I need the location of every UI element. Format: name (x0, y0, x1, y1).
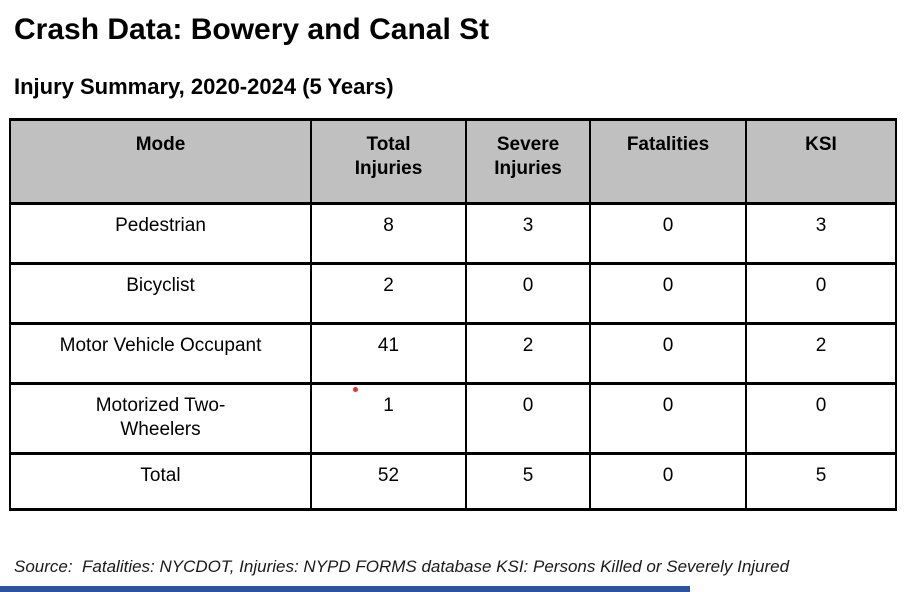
mode-label: Bicyclist (9, 262, 312, 325)
table-cell: 2 (310, 262, 467, 325)
mode-label: Total (9, 452, 312, 511)
page-title: Crash Data: Bowery and Canal St (14, 13, 490, 46)
table-cell: 0 (465, 382, 591, 455)
column-header-total-injuries: Total Injuries (310, 118, 467, 205)
column-header-mode: Mode (9, 118, 312, 205)
mode-label: Motorized Two- Wheelers (9, 382, 312, 455)
bottom-cropped-blue-bar (0, 586, 690, 592)
table-row-pedestrian: Pedestrian 8 3 0 3 (9, 202, 897, 265)
table-cell: 0 (589, 322, 747, 385)
table-cell: 2 (745, 322, 897, 385)
table-row-motorized-two-wheelers: Motorized Two- Wheelers 1 0 0 0 (9, 382, 897, 455)
table-subtitle: Injury Summary, 2020-2024 (5 Years) (14, 74, 394, 99)
table-cell: 0 (589, 202, 747, 265)
source-note: Source: Fatalities: NYCDOT, Injuries: NY… (14, 557, 790, 576)
table-cell: 52 (310, 452, 467, 511)
injury-summary-table: Mode Total Injuries Severe Injuries Fata… (9, 118, 897, 511)
column-header-fatalities: Fatalities (589, 118, 747, 205)
table-cell: 0 (589, 382, 747, 455)
table-row-total: Total 52 5 0 5 (9, 452, 897, 511)
mode-label: Motor Vehicle Occupant (9, 322, 312, 385)
table-cell: 3 (745, 202, 897, 265)
table-cell: 1 (310, 382, 467, 455)
table-cell: 5 (465, 452, 591, 511)
table-cell: 0 (589, 262, 747, 325)
table-cell: 0 (589, 452, 747, 511)
table-cell: 0 (745, 382, 897, 455)
table-header-row: Mode Total Injuries Severe Injuries Fata… (9, 118, 897, 205)
table-cell: 8 (310, 202, 467, 265)
table-cell: 2 (465, 322, 591, 385)
table-cell: 3 (465, 202, 591, 265)
table-row-motor-vehicle-occupant: Motor Vehicle Occupant 41 2 0 2 (9, 322, 897, 385)
table-cell: 5 (745, 452, 897, 511)
mode-label: Pedestrian (9, 202, 312, 265)
table-row-bicyclist: Bicyclist 2 0 0 0 (9, 262, 897, 325)
table-cell: 0 (465, 262, 591, 325)
column-header-severe-injuries: Severe Injuries (465, 118, 591, 205)
table-cell: 41 (310, 322, 467, 385)
red-annotation-dot (353, 387, 358, 392)
column-header-ksi: KSI (745, 118, 897, 205)
table-cell: 0 (745, 262, 897, 325)
